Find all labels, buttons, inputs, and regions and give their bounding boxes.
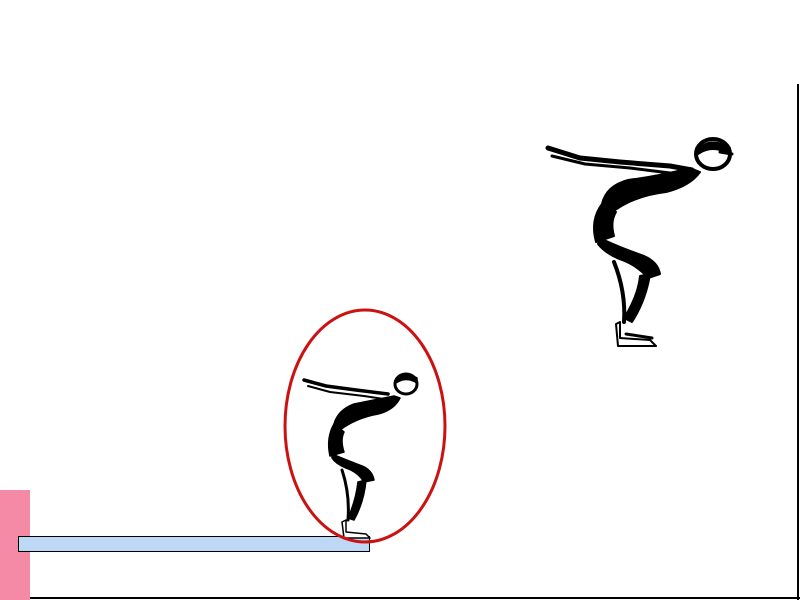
- diver-small-icon: [302, 372, 419, 539]
- highlight-ring: [283, 308, 447, 544]
- diver-large-icon: [545, 137, 734, 347]
- diving-board: [18, 536, 370, 552]
- right-border-line: [797, 84, 799, 600]
- bottom-border-line: [30, 597, 800, 599]
